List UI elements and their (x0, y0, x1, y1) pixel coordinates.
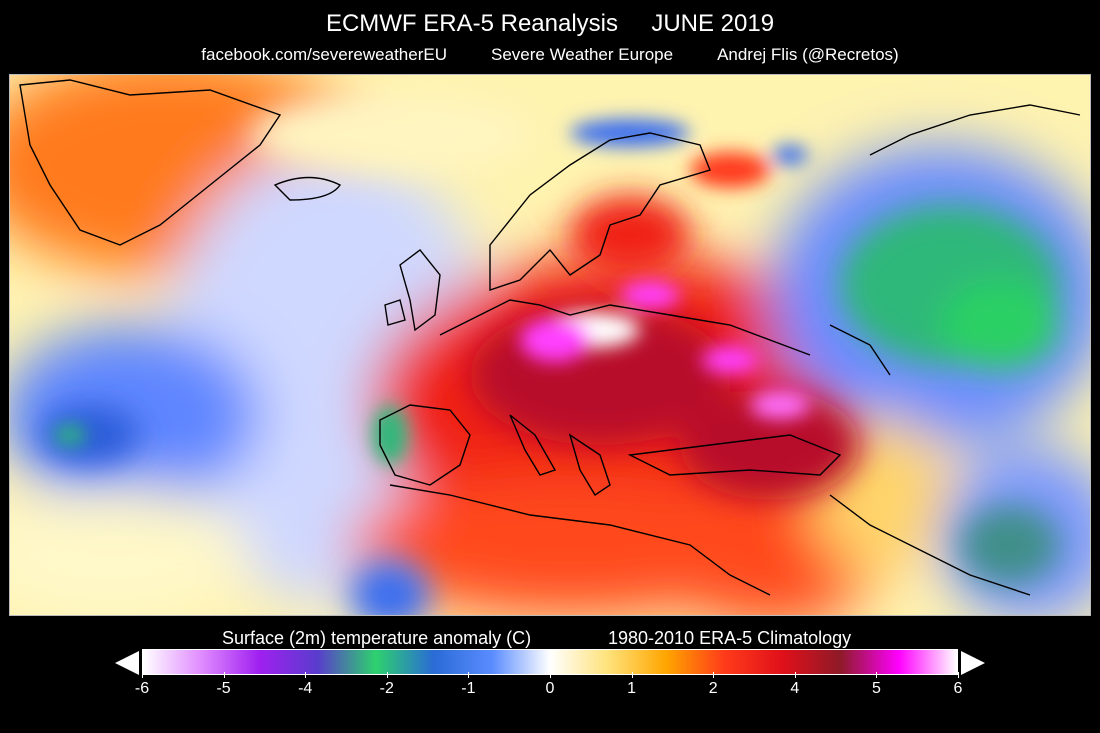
credit-facebook: facebook.com/severeweatherEU (201, 45, 447, 64)
colorbar-tick-label: 2 (708, 680, 718, 697)
credit-org: Severe Weather Europe (490, 45, 674, 64)
map-svg (10, 75, 1090, 615)
colorbar-tick-mark (550, 672, 551, 678)
colorbar-tick-mark (713, 672, 715, 678)
colorbar-tick-label: 0 (545, 680, 555, 697)
legend-title-variable: Surface (2m) temperature anomaly (C) (222, 628, 532, 648)
credit-author: Andrej Flis (@Recretos) (717, 45, 899, 64)
colorbar-tick-mark (305, 672, 307, 678)
colorbar-tick-label: -1 (461, 680, 476, 697)
colorbar-tick-mark (468, 672, 470, 678)
colorbar-tick-label: -6 (134, 680, 150, 697)
colorbar-tick-mark (631, 672, 633, 678)
colorbar-tick-mark (386, 672, 388, 678)
colorbar-tick-label: 1 (627, 680, 637, 697)
coastlines (19, 79, 1081, 596)
anomaly-map (9, 74, 1091, 616)
colorbar-tick-label: -4 (298, 680, 313, 697)
anomaly-field-extremes (54, 119, 810, 465)
map-title: ECMWF ERA-5 Reanalysis JUNE 2019 (325, 10, 775, 37)
colorbar-tick-label: 6 (953, 680, 963, 697)
colorbar-tick-mark (958, 672, 959, 678)
colorbar-tick-label: -5 (216, 680, 231, 697)
colorbar-tick-label: -2 (379, 680, 394, 697)
colorbar-tick-mark (142, 672, 143, 678)
credits-line: facebook.com/severeweatherEU Severe Weath… (0, 45, 1100, 65)
colorbar-max-arrow-icon (961, 651, 985, 675)
colorbar-tick-label: 4 (790, 680, 800, 697)
colorbar-tick-mark (223, 672, 225, 678)
colorbar-min-arrow-icon (115, 651, 139, 675)
legend-title-climatology: 1980-2010 ERA-5 Climatology (608, 628, 852, 648)
colorbar-tick-mark (794, 672, 796, 678)
colorbar-tick-mark (876, 672, 878, 678)
colorbar-tick-label: 5 (871, 680, 881, 697)
